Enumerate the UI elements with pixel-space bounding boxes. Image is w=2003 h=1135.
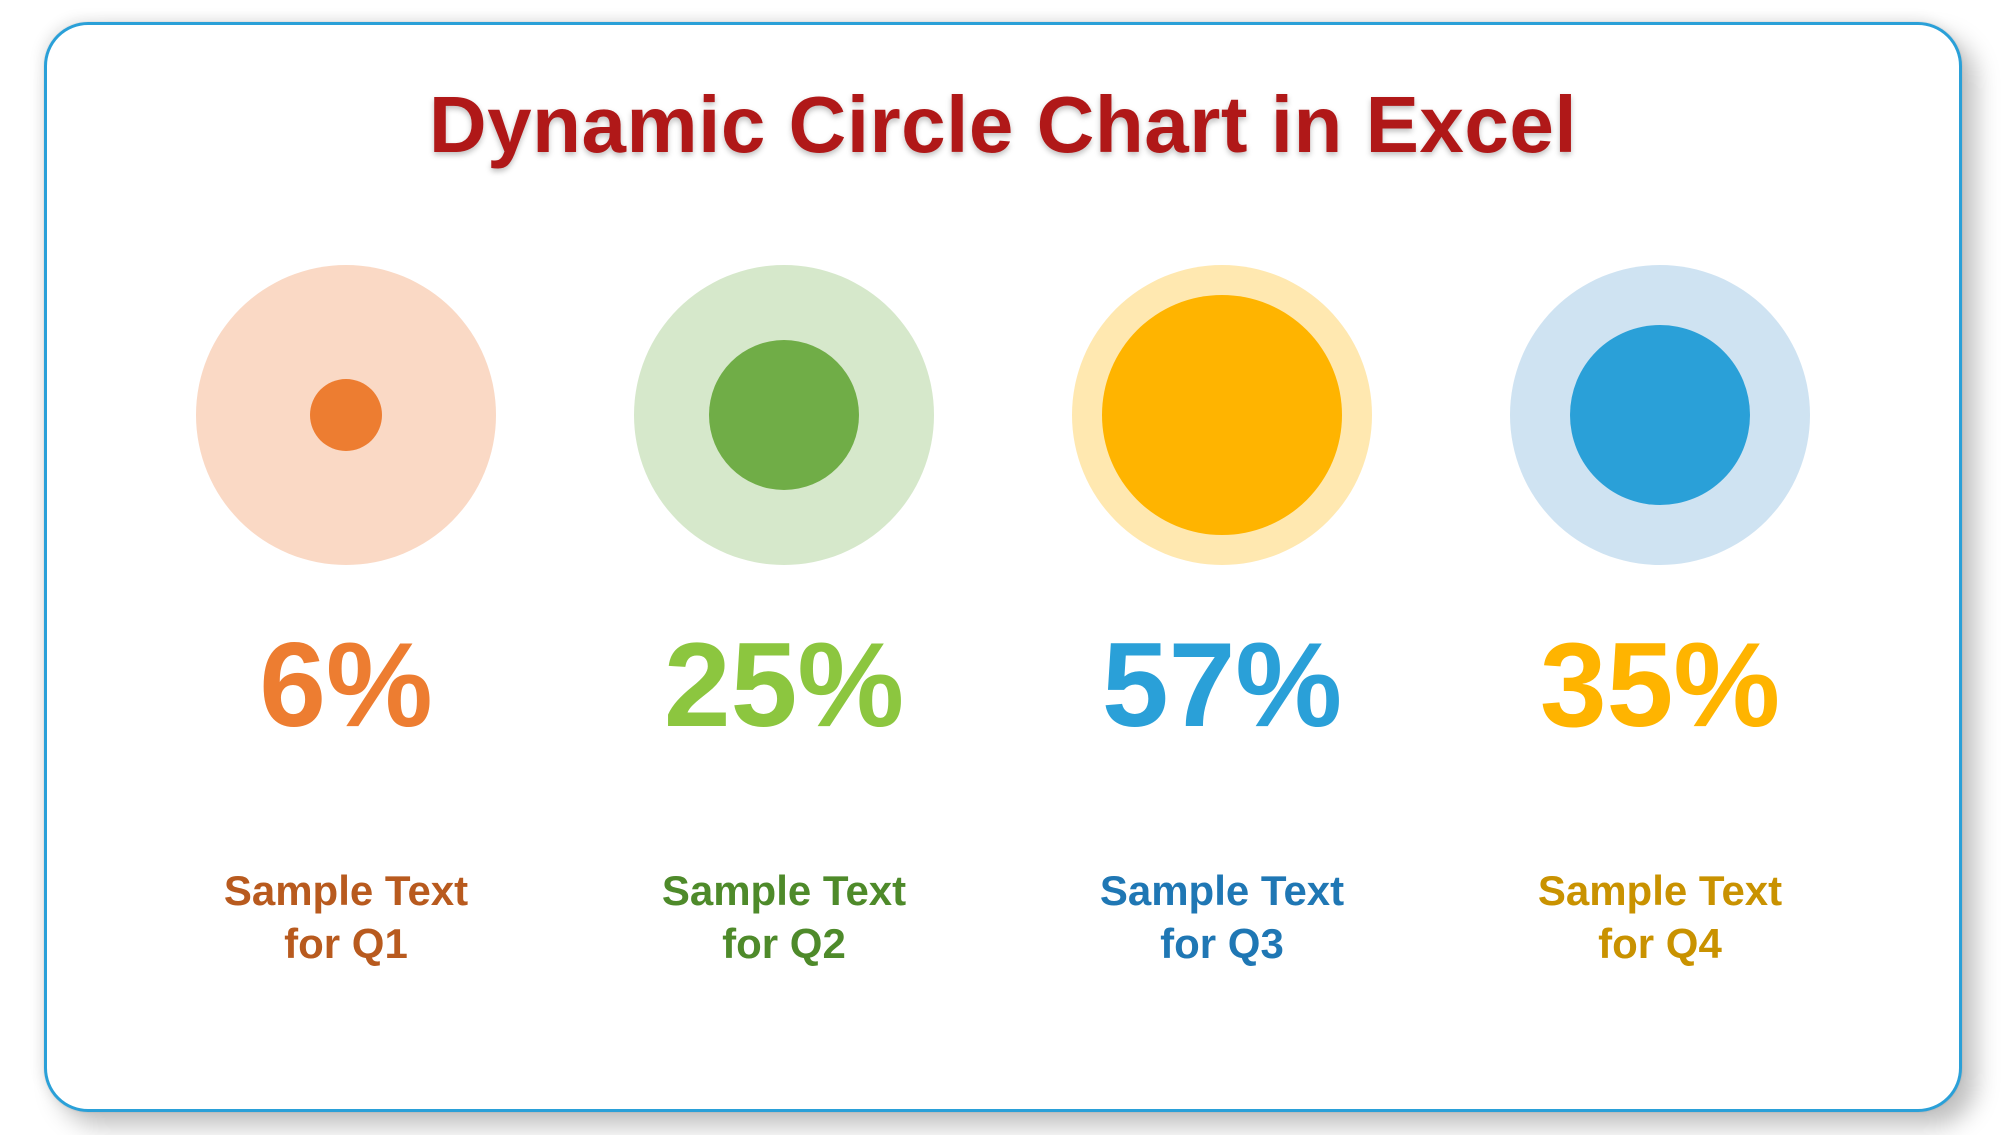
circle-inner-q1 — [310, 379, 382, 451]
label-q1-line1: Sample Text — [224, 867, 468, 914]
pct-q3: 57% — [1102, 625, 1342, 745]
label-q3-line1: Sample Text — [1100, 867, 1344, 914]
circle-q3 — [1072, 265, 1372, 565]
pct-q2: 25% — [664, 625, 904, 745]
pct-q4: 35% — [1540, 625, 1780, 745]
chart-item-q4: 35% Sample Text for Q4 — [1441, 245, 1879, 970]
label-q2: Sample Text for Q2 — [662, 865, 906, 970]
circle-q2 — [634, 265, 934, 565]
stage: Dynamic Circle Chart in Excel 6% Sample … — [0, 0, 2003, 1135]
chart-row: 6% Sample Text for Q1 25% Sample Text fo… — [127, 245, 1879, 1049]
chart-card: Dynamic Circle Chart in Excel 6% Sample … — [44, 22, 1962, 1112]
label-q4-line2: for Q4 — [1598, 920, 1722, 967]
circle-inner-q3 — [1102, 295, 1342, 535]
chart-item-q2: 25% Sample Text for Q2 — [565, 245, 1003, 970]
chart-item-q3: 57% Sample Text for Q3 — [1003, 245, 1441, 970]
circle-inner-q4 — [1570, 325, 1750, 505]
label-q4-line1: Sample Text — [1538, 867, 1782, 914]
label-q3: Sample Text for Q3 — [1100, 865, 1344, 970]
label-q2-line2: for Q2 — [722, 920, 846, 967]
label-q4: Sample Text for Q4 — [1538, 865, 1782, 970]
label-q1-line2: for Q1 — [284, 920, 408, 967]
circle-q1 — [196, 265, 496, 565]
circle-inner-q2 — [709, 340, 859, 490]
label-q3-line2: for Q3 — [1160, 920, 1284, 967]
pct-q1: 6% — [259, 625, 432, 745]
chart-item-q1: 6% Sample Text for Q1 — [127, 245, 565, 970]
circle-q4 — [1510, 265, 1810, 565]
label-q1: Sample Text for Q1 — [224, 865, 468, 970]
chart-title: Dynamic Circle Chart in Excel — [47, 79, 1959, 171]
label-q2-line1: Sample Text — [662, 867, 906, 914]
